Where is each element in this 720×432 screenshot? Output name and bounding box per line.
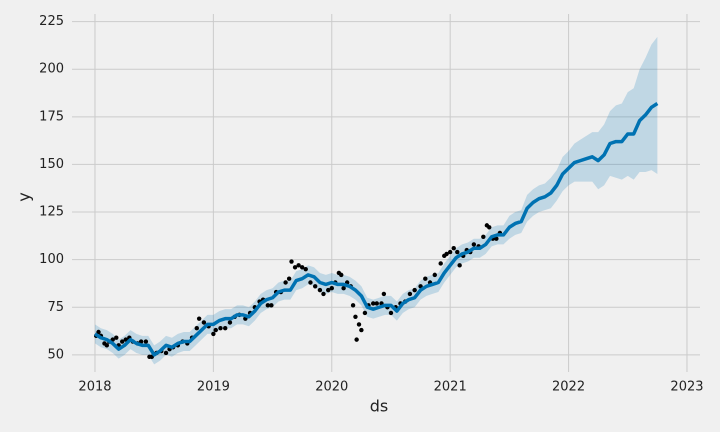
observation [312,284,318,289]
observation [317,287,323,293]
observation [362,310,368,316]
y-tick-label: 125 [39,205,64,220]
observation [494,236,499,241]
observation [354,337,359,342]
observation [138,339,144,344]
y-tick-label: 100 [39,252,64,267]
observation [303,266,308,272]
observation [96,329,101,335]
observation [308,280,313,285]
y-tick-label: 225 [39,14,64,29]
observation [341,286,346,291]
x-tick-label: 2022 [552,380,585,395]
observation [457,263,462,268]
y-tick-label: 200 [39,62,64,77]
observation [292,265,298,270]
observation [447,249,453,255]
observation [329,286,334,291]
x-tick-label: 2023 [670,380,703,395]
observation [412,287,417,293]
observation [218,326,223,331]
x-tick-label: 2020 [315,380,348,395]
observation [213,327,218,333]
observation [407,291,413,297]
observation [114,335,119,340]
observation [359,327,364,333]
y-tick-label: 150 [39,157,64,172]
observation [350,303,356,308]
observation [371,301,376,306]
observation [163,350,169,356]
observation [289,259,294,264]
y-tick-label: 75 [47,300,64,315]
observation [227,320,233,325]
observation [143,339,149,344]
observation [201,320,207,325]
observation [286,276,292,281]
observation [451,246,456,251]
x-tick-label: 2019 [197,380,230,395]
observation [265,303,271,308]
observation [269,303,274,308]
y-tick-label: 175 [39,109,64,124]
observation [481,234,486,239]
x-tick-label: 2018 [78,380,111,395]
observation [196,316,202,321]
y-tick-label: 50 [47,347,64,362]
observation [444,251,449,257]
observation [388,310,394,316]
x-tick-label: 2021 [434,380,467,395]
observation [321,291,326,297]
observation [356,322,362,327]
observation [339,272,344,278]
observation [211,331,216,337]
observation [455,249,460,255]
observation [487,225,492,230]
uncertainty-band [94,36,658,365]
observation [104,343,110,348]
observation [471,242,477,247]
observation [296,263,301,268]
y-axis-label: y [15,192,34,201]
observation [423,276,428,281]
observation [326,287,331,293]
observation [283,280,288,285]
observation [194,326,199,331]
forecast-line [94,102,659,357]
observation [438,261,443,266]
observation [223,326,228,331]
observation [120,339,125,344]
observation [381,291,387,297]
observation [374,301,379,306]
x-axis-label: ds [370,397,389,416]
observation [353,314,358,319]
observation [299,265,305,270]
observation [432,272,437,278]
